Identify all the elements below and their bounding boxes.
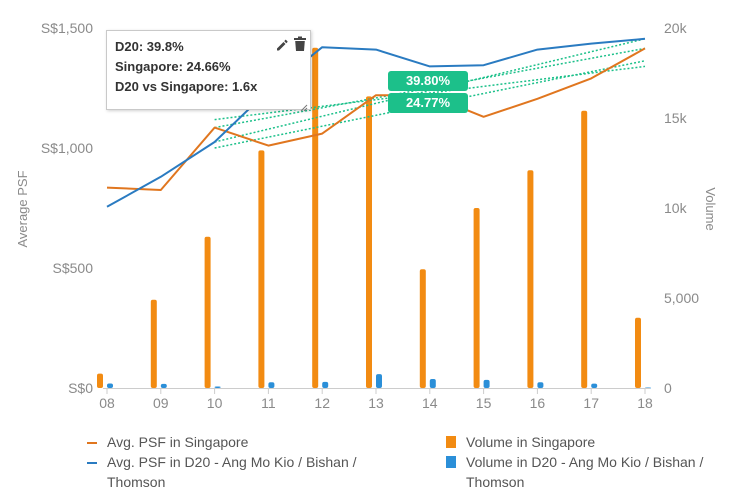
y-right-tick-label: 0 [664, 380, 672, 396]
legend-swatch-line-orange [87, 442, 97, 444]
legend-label: Avg. PSF in Singapore [107, 434, 249, 450]
legend-item-avg-psf-singapore[interactable]: Avg. PSF in Singapore [87, 432, 387, 452]
y-left-tick-label: S$0 [68, 380, 93, 396]
bar-volume-singapore-08[interactable] [97, 373, 103, 388]
y-right-tick-label: 20k [664, 20, 688, 36]
legend-item-volume-d20[interactable]: Volume in D20 - Ang Mo Kio / Bishan / Th… [446, 452, 736, 492]
bar-volume-d20-16[interactable] [537, 382, 544, 388]
bar-volume-singapore-13[interactable] [366, 96, 372, 389]
bar-volume-d20-08[interactable] [107, 383, 113, 389]
bar-volume-singapore-14[interactable] [419, 269, 426, 388]
y-left-tick-label: S$1,000 [41, 140, 93, 156]
legend-swatch-box-orange [446, 436, 456, 448]
trend-line-singapore [214, 47, 646, 129]
bar-volume-singapore-17[interactable] [581, 110, 588, 389]
legend-label: Avg. PSF in D20 - Ang Mo Kio / Bishan / … [107, 454, 357, 490]
x-tick-label: 12 [314, 395, 330, 411]
bar-volume-d20-10[interactable] [214, 386, 221, 388]
line-avg-psf-singapore[interactable] [106, 47, 646, 191]
y-right-tick-label: 5,000 [664, 290, 699, 306]
bar-volume-d20-11[interactable] [268, 382, 275, 388]
pencil-icon[interactable] [275, 38, 289, 52]
legend-item-volume-singapore[interactable]: Volume in Singapore [446, 432, 736, 452]
bar-volume-d20-09[interactable] [160, 383, 167, 388]
tooltip-line-d20: D20: 39.8% [115, 39, 184, 54]
bar-volume-d20-17[interactable] [591, 383, 598, 388]
y-axis-left-title: Average PSF [15, 170, 30, 247]
bar-volume-singapore-09[interactable] [150, 299, 157, 388]
y-right-tick-label: 10k [664, 200, 688, 216]
x-tick-label: 17 [583, 395, 599, 411]
x-tick-label: 10 [207, 395, 223, 411]
x-tick-label: 13 [368, 395, 384, 411]
x-tick-label: 09 [153, 395, 169, 411]
x-tick-label: 08 [99, 395, 115, 411]
x-tick-label: 14 [422, 395, 438, 411]
x-tick-label: 18 [637, 395, 653, 411]
legend-label: Volume in D20 - Ang Mo Kio / Bishan / Th… [466, 454, 704, 490]
x-tick-label: 11 [261, 395, 276, 411]
bar-volume-singapore-16[interactable] [527, 170, 534, 388]
y-axis-right-title: Volume [703, 187, 718, 230]
y-right-tick-label: 15k [664, 110, 688, 126]
bar-volume-singapore-12[interactable] [312, 47, 319, 389]
bar-volume-d20-15[interactable] [483, 379, 490, 388]
bar-volume-d20-12[interactable] [322, 381, 329, 388]
comparison-tooltip[interactable]: D20: 39.8% Singapore: 24.66% D20 vs Sing… [106, 30, 311, 112]
legend-swatch-box-blue [446, 456, 456, 468]
legend-label: Volume in Singapore [466, 434, 596, 450]
trend-badge-singapore[interactable]: 24.77% [388, 93, 468, 113]
legend-swatch-line-blue [87, 462, 97, 464]
x-tick-label: 16 [530, 395, 546, 411]
bar-volume-singapore-18[interactable] [635, 317, 641, 388]
bar-volume-d20-14[interactable] [429, 379, 436, 388]
bar-volume-singapore-11[interactable] [258, 150, 265, 388]
trend-badge-d20[interactable]: 39.80% [388, 71, 468, 91]
bar-volume-singapore-15[interactable] [473, 208, 480, 388]
chart-legend: Avg. PSF in Singapore Avg. PSF in D20 - … [0, 432, 743, 501]
bar-volume-d20-13[interactable] [376, 374, 382, 388]
bar-volume-singapore-10[interactable] [204, 236, 211, 388]
line-avg-psf-d20[interactable] [106, 37, 646, 208]
resize-handle-icon[interactable] [300, 99, 308, 112]
x-tick-label: 15 [476, 395, 492, 411]
y-left-tick-label: S$1,500 [41, 20, 93, 36]
y-left-tick-label: S$500 [53, 260, 94, 276]
trend-line-d20-alt [214, 60, 646, 149]
tooltip-line-ratio: D20 vs Singapore: 1.6x [115, 79, 258, 94]
trash-icon[interactable] [293, 36, 307, 52]
legend-item-avg-psf-d20[interactable]: Avg. PSF in D20 - Ang Mo Kio / Bishan / … [87, 452, 387, 492]
tooltip-line-singapore: Singapore: 24.66% [115, 59, 231, 74]
